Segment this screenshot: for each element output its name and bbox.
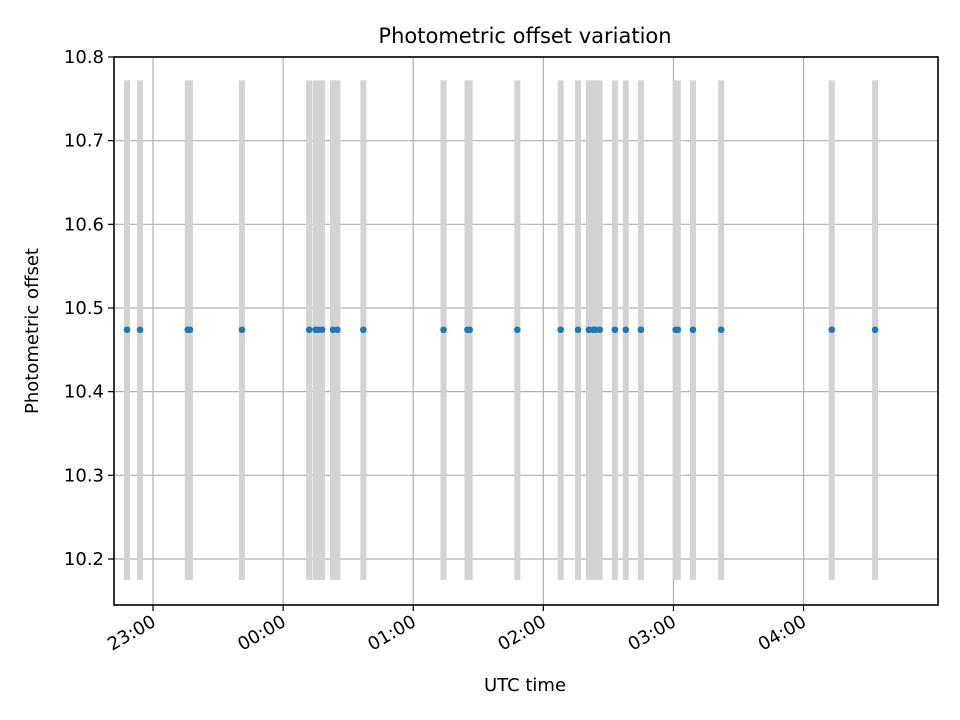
- chart-title: Photometric offset variation: [378, 24, 671, 48]
- y-tick-label: 10.4: [64, 382, 104, 403]
- data-point: [305, 326, 313, 334]
- data-point: [360, 326, 367, 334]
- data-point: [238, 326, 246, 334]
- data-point: [596, 326, 604, 334]
- y-tick-label: 10.3: [64, 465, 104, 486]
- data-point: [689, 326, 697, 334]
- y-axis-ticks: 10.2 10.3 10.4 10.5 10.6 10.7 10.8: [64, 47, 114, 570]
- plot-frame: [113, 56, 939, 606]
- data-point: [136, 326, 144, 334]
- x-axis-title: UTC time: [484, 675, 566, 696]
- y-tick-label: 10.6: [64, 214, 104, 235]
- data-point: [318, 326, 326, 334]
- y-tick-label: 10.2: [64, 549, 104, 570]
- data-point: [557, 326, 564, 334]
- data-point: [674, 326, 682, 334]
- data-point: [186, 326, 194, 334]
- data-point: [574, 326, 582, 334]
- data-point: [123, 326, 131, 334]
- y-tick-label: 10.7: [64, 131, 104, 152]
- data-points: [123, 326, 879, 334]
- data-point: [514, 326, 521, 334]
- data-point: [622, 326, 630, 334]
- data-point: [717, 326, 725, 334]
- data-point: [334, 326, 341, 334]
- data-point: [871, 326, 879, 334]
- y-axis-title: Photometric offset: [22, 248, 43, 414]
- data-point: [637, 326, 645, 334]
- data-point: [440, 326, 447, 334]
- data-point: [466, 326, 473, 334]
- y-tick-label: 10.8: [64, 47, 104, 68]
- data-point: [611, 326, 619, 334]
- data-point: [828, 326, 836, 334]
- y-tick-label: 10.5: [64, 298, 104, 319]
